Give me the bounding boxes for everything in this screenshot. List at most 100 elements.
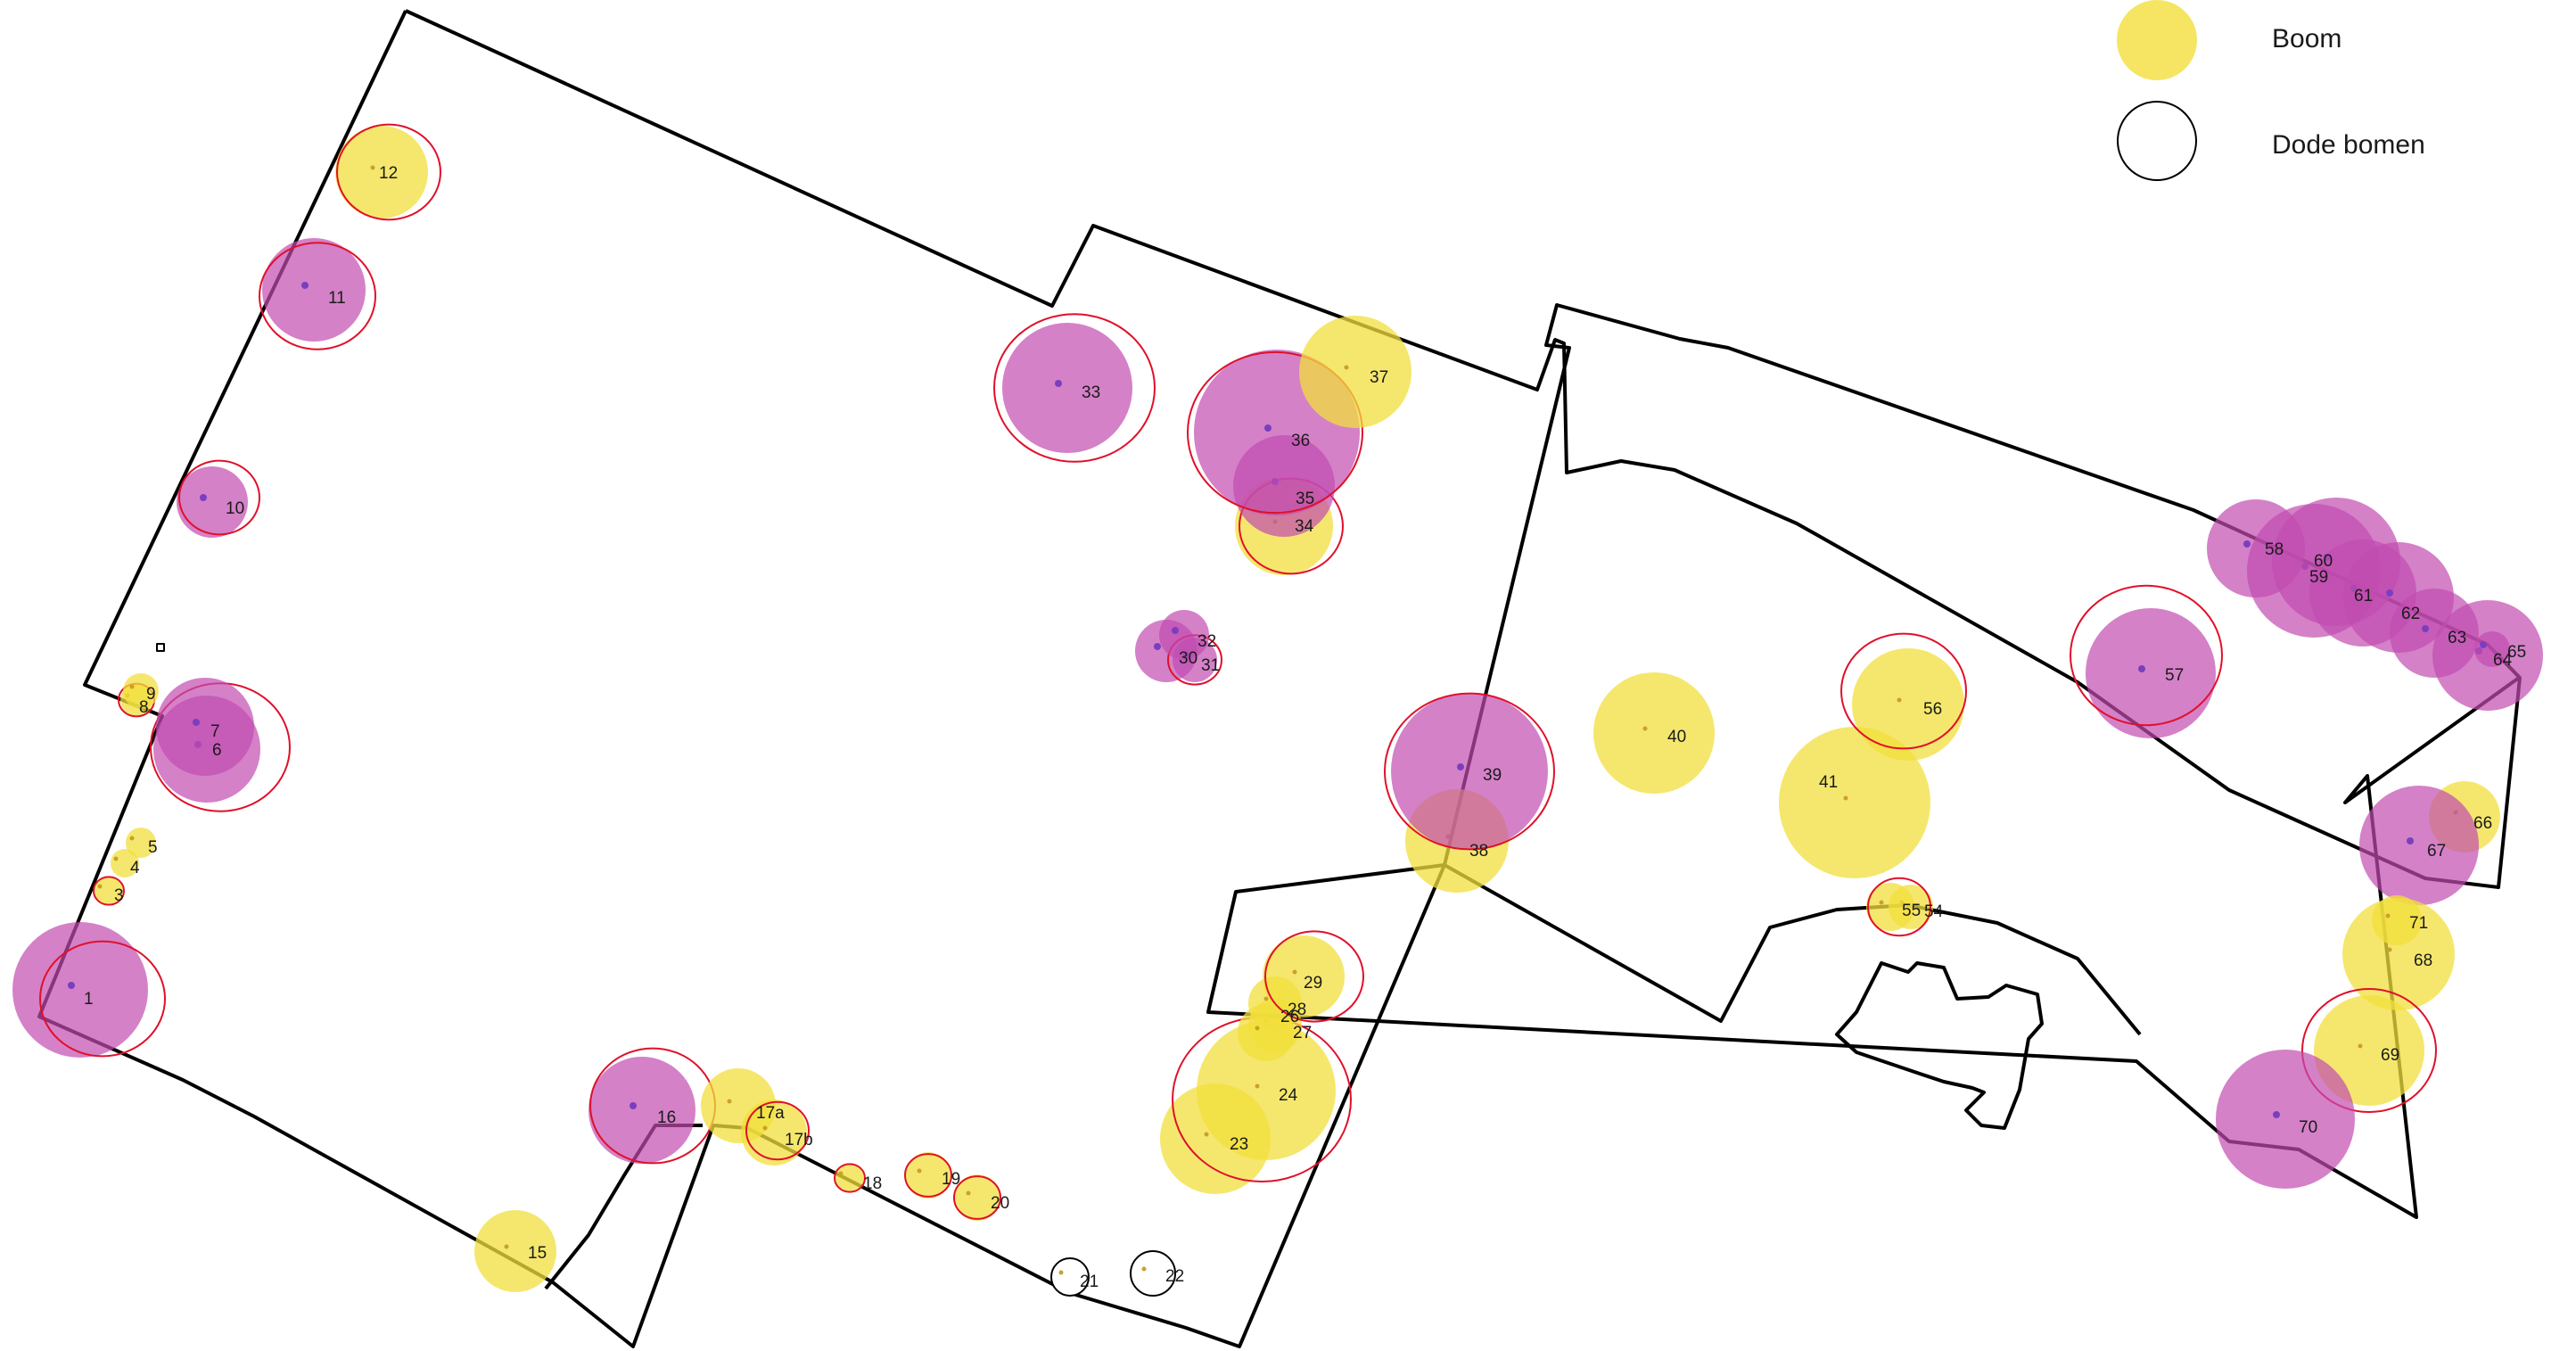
tree-label-60: 60: [2314, 552, 2333, 571]
tree-label-1: 1: [84, 990, 94, 1009]
tree-center-dot-28: [1263, 996, 1269, 1001]
tree-outline-20: [953, 1175, 1001, 1220]
tree-center-dot-30: [1154, 643, 1161, 650]
tree-center-dot-29: [1292, 969, 1297, 975]
tree-canopy-69: [2314, 995, 2424, 1106]
tree-label-7: 7: [210, 722, 220, 741]
tree-label-34: 34: [1295, 517, 1314, 536]
tree-center-dot-10: [200, 494, 207, 501]
tree-label-41: 41: [1819, 773, 1838, 792]
west-boundary: [37, 10, 1446, 1348]
tree-canopy-4: [111, 849, 139, 877]
tree-canopy-20: [954, 1174, 1000, 1221]
tree-outline-69: [2301, 988, 2437, 1113]
tree-canopy-12: [335, 126, 428, 218]
tree-canopy-33: [1002, 323, 1132, 453]
tree-center-dot-68: [2387, 947, 2392, 952]
legend-boom-symbol: [2117, 0, 2197, 80]
tree-canopy-57: [2086, 608, 2216, 738]
tree-center-dot-27: [1255, 1026, 1260, 1031]
tree-label-4: 4: [130, 859, 140, 877]
tree-center-dot-17b: [762, 1125, 768, 1131]
tree-canopy-29: [1263, 935, 1345, 1017]
tree-label-59: 59: [2309, 568, 2328, 587]
tree-center-dot-65: [2480, 641, 2487, 648]
tree-canopy-18: [835, 1164, 864, 1192]
tree-label-58: 58: [2265, 540, 2284, 559]
tree-label-38: 38: [1469, 842, 1488, 861]
tree-outline-10: [178, 459, 260, 536]
tree-label-3: 3: [114, 886, 124, 905]
tree-center-dot-22: [1141, 1266, 1147, 1272]
tree-center-dot-37: [1344, 365, 1349, 370]
tree-canopy-11: [262, 238, 366, 342]
tree-center-dot-55: [1879, 900, 1884, 905]
tree-center-dot-21: [1058, 1270, 1064, 1275]
tree-label-15: 15: [528, 1244, 547, 1263]
tree-label-69: 69: [2381, 1046, 2399, 1065]
tree-center-dot-11: [301, 282, 309, 289]
tree-canopy-39: [1391, 693, 1548, 850]
tree-layer: [12, 123, 2543, 1297]
tree-center-dot-19: [917, 1168, 922, 1174]
tree-label-11: 11: [328, 289, 346, 308]
tree-center-dot-41: [1843, 795, 1848, 801]
tree-outline-56: [1840, 632, 1967, 750]
tree-label-61: 61: [2354, 587, 2373, 605]
tree-center-dot-17a: [727, 1099, 732, 1104]
tree-label-36: 36: [1291, 432, 1310, 450]
east-lower-boundary: [1444, 863, 2142, 1036]
tree-canopy-17b: [741, 1100, 807, 1166]
tree-label-19: 19: [942, 1170, 960, 1189]
tree-canopy-7: [156, 678, 254, 776]
small-marker: [156, 643, 165, 652]
tree-center-dot-3: [97, 884, 103, 889]
tree-label-40: 40: [1667, 728, 1686, 746]
tree-center-dot-67: [2407, 837, 2414, 844]
tree-canopy-55: [1866, 883, 1914, 931]
tree-label-57: 57: [2165, 666, 2184, 685]
tree-canopy-56: [1852, 648, 1964, 761]
tree-label-6: 6: [212, 741, 222, 760]
tree-label-18: 18: [863, 1174, 882, 1193]
legend-dead-tree-symbol: [2117, 101, 2197, 181]
tree-label-28: 28: [1288, 1001, 1306, 1019]
tree-outline-39: [1384, 692, 1555, 851]
tree-label-71: 71: [2409, 914, 2428, 933]
tree-outline-17b: [745, 1100, 810, 1161]
tree-label-16: 16: [657, 1108, 676, 1127]
tree-center-dot-62: [2386, 589, 2393, 597]
tree-outline-33: [993, 313, 1156, 463]
tree-canopy-67: [2359, 786, 2479, 905]
tree-center-dot-9: [129, 684, 135, 689]
tree-center-dot-4: [113, 856, 119, 861]
tree-canopy-40: [1593, 672, 1715, 794]
tree-outline-55: [1867, 877, 1931, 937]
tree-center-dot-39: [1457, 763, 1464, 770]
tree-canopy-65: [2474, 631, 2510, 667]
tree-canopy-70: [2216, 1050, 2355, 1189]
tree-label-56: 56: [1923, 700, 1942, 719]
tree-center-dot-23: [1204, 1132, 1209, 1137]
tree-outline-36: [1187, 350, 1363, 515]
tree-label-35: 35: [1296, 490, 1314, 508]
tree-canopy-71: [2372, 895, 2422, 945]
tree-center-dot-63: [2422, 625, 2429, 632]
tree-center-dot-36: [1264, 424, 1272, 432]
tree-label-63: 63: [2448, 629, 2466, 647]
tree-outline-1: [39, 940, 166, 1058]
tree-canopy-21: [1050, 1257, 1090, 1297]
tree-center-dot-40: [1642, 726, 1648, 731]
tree-center-dot-33: [1055, 380, 1062, 387]
main-parcel-outline: [405, 9, 2522, 1219]
tree-canopy-3: [95, 877, 123, 905]
tree-label-9: 9: [146, 685, 156, 704]
tree-label-27: 27: [1293, 1024, 1312, 1042]
tree-center-dot-12: [370, 165, 375, 170]
tree-canopy-32: [1159, 610, 1209, 660]
tree-label-70: 70: [2299, 1118, 2317, 1137]
tree-label-66: 66: [2473, 814, 2492, 833]
tree-center-dot-32: [1172, 627, 1179, 634]
